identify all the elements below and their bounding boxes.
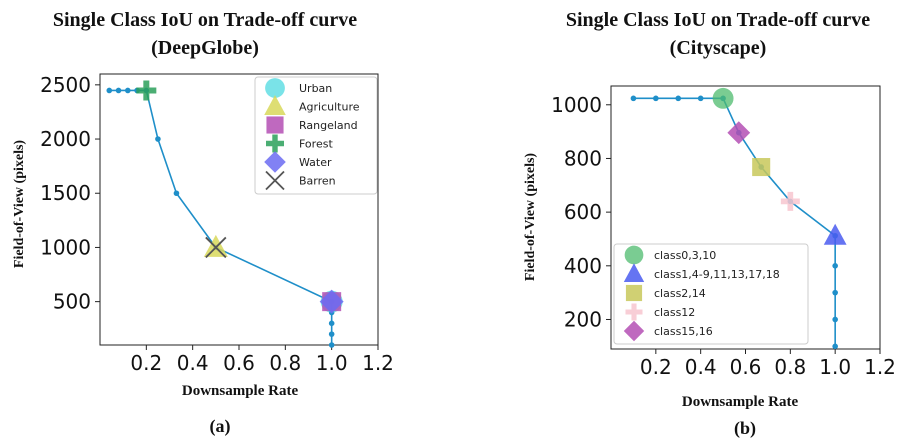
chart-0-legend-marker-4 — [264, 151, 286, 173]
chart-1-curve-point — [697, 95, 704, 102]
chart-0-plot: 0.2 0.4 0.6 0.8 1.0 1.2 500 1000 1500 2000 2500 Urb… — [40, 73, 394, 375]
chart-0-xtick-label: 0.4 — [177, 351, 209, 375]
chart-0-xtick-label: 0.8 — [269, 351, 301, 375]
chart-1-xtick-label: 0.6 — [730, 355, 762, 379]
chart-0-xtick-label: 1.2 — [362, 351, 394, 375]
chart-0-xtick-label: 1.0 — [316, 351, 348, 375]
chart-1-plot: 0.2 0.4 0.6 0.8 1.0 1.2 200 400 600 800 1000 class0… — [551, 85, 896, 379]
chart-0-legend-marker-1 — [264, 95, 286, 116]
chart-1-legend-label-4: class15,16 — [654, 325, 713, 338]
chart-0-curve-point — [328, 331, 335, 337]
chart-0-legend-marker-3 — [266, 134, 284, 153]
chart-0-ytick-label: 500 — [53, 290, 91, 314]
chart-a-caption: (a) — [209, 416, 231, 436]
chart-a-xlabel: Downsample Rate — [181, 383, 299, 399]
chart-0-legend-marker-5 — [265, 170, 285, 191]
chart-0-ytick-label: 2500 — [40, 73, 91, 97]
chart-1-ytick-label: 200 — [564, 307, 602, 331]
chart-0-legend-box — [254, 76, 378, 195]
chart-1-curve-point — [832, 263, 838, 269]
chart-1-xtick-label: 1.0 — [819, 355, 851, 379]
chart-0-ytick-label: 1500 — [40, 181, 91, 205]
chart-1-curve-point — [630, 95, 637, 102]
chart-0-class-marker-4 — [319, 289, 344, 314]
chart-0-legend-label-5: Barren — [299, 175, 336, 188]
chart-0-curve-point — [106, 87, 113, 94]
chart-1-legend: class0,3,10 class1,4-9,11,13,17,18 class2,… — [613, 243, 809, 345]
chart-b-xlabel: Downsample Rate — [681, 394, 799, 410]
chart-0-legend-marker-2 — [266, 116, 284, 134]
chart-1-legend-label-2: class2,14 — [654, 287, 706, 300]
chart-a-subtitle: (DeepGlobe) — [151, 37, 259, 59]
chart-b-title: Single Class IoU on Trade-off curve — [565, 9, 871, 31]
chart-1-curve-point — [653, 95, 659, 102]
chart-b-caption: (b) — [734, 418, 756, 438]
chart-0-legend: Urban Agriculture Rangeland Forest Water Barr… — [254, 76, 378, 195]
chart-0-legend-label-2: Rangeland — [299, 119, 358, 132]
chart-1-legend-marker-4 — [623, 320, 645, 342]
chart-1-xtick-label: 0.2 — [640, 355, 672, 379]
chart-1-class-marker-1 — [823, 223, 847, 245]
chart-1-legend-label-0: class0,3,10 — [654, 249, 716, 262]
chart-0-class-marker-3 — [136, 80, 157, 101]
chart-0-curve-point — [328, 320, 335, 327]
chart-0-curve-point — [125, 87, 131, 94]
chart-1-legend-marker-0 — [624, 245, 644, 265]
chart-0-curve-point — [173, 190, 180, 197]
chart-0-class-marker-1 — [203, 234, 228, 257]
chart-1-curve-point — [832, 289, 838, 296]
chart-0-curve-point — [155, 136, 161, 142]
chart-0-legend-marker-0 — [265, 78, 285, 98]
chart-0-legend-label-0: Urban — [299, 82, 332, 95]
chart-0-xtick-label: 0.6 — [223, 351, 255, 375]
chart-1-class-marker-2 — [752, 158, 771, 177]
chart-1-ytick-label: 1000 — [551, 93, 602, 117]
chart-1-class-marker-4 — [727, 121, 751, 145]
chart-1-curve-point — [675, 95, 682, 102]
chart-1-curve-point — [832, 343, 838, 350]
chart-0-legend-label-4: Water — [299, 156, 332, 169]
chart-1-xtick-label: 0.8 — [774, 355, 806, 379]
chart-1-curve-point — [832, 316, 838, 323]
chart-0-legend-label-1: Agriculture — [299, 101, 360, 114]
chart-0-curve-point — [115, 87, 122, 94]
chart-1-ytick-label: 800 — [564, 146, 602, 170]
chart-0-legend-label-3: Forest — [299, 138, 333, 151]
chart-1-legend-marker-3 — [625, 303, 643, 321]
chart-0-class-marker-5 — [205, 236, 227, 259]
chart-1-legend-marker-2 — [625, 284, 643, 302]
chart-1-ytick-label: 600 — [564, 200, 602, 224]
chart-1-xtick-label: 1.2 — [864, 355, 896, 379]
chart-1-legend-label-3: class12 — [654, 306, 695, 319]
chart-1-legend-label-1: class1,4-9,11,13,17,18 — [654, 268, 780, 281]
chart-1-ytick-label: 400 — [564, 254, 602, 278]
chart-a-title: Single Class IoU on Trade-off curve — [52, 9, 358, 31]
chart-1-legend-box — [613, 243, 809, 345]
chart-0-ytick-label: 2000 — [40, 127, 91, 151]
chart-b-subtitle: (Cityscape) — [669, 37, 767, 59]
chart-1-class-marker-0 — [712, 87, 734, 109]
chart-0-curve-point — [328, 342, 335, 348]
chart-0-ytick-label: 1000 — [40, 235, 91, 259]
chart-1-xtick-label: 0.4 — [685, 355, 717, 379]
chart-0-xtick-label: 0.2 — [130, 351, 162, 375]
chart-1-class-marker-3 — [780, 191, 800, 211]
chart-1-legend-marker-1 — [623, 263, 645, 283]
